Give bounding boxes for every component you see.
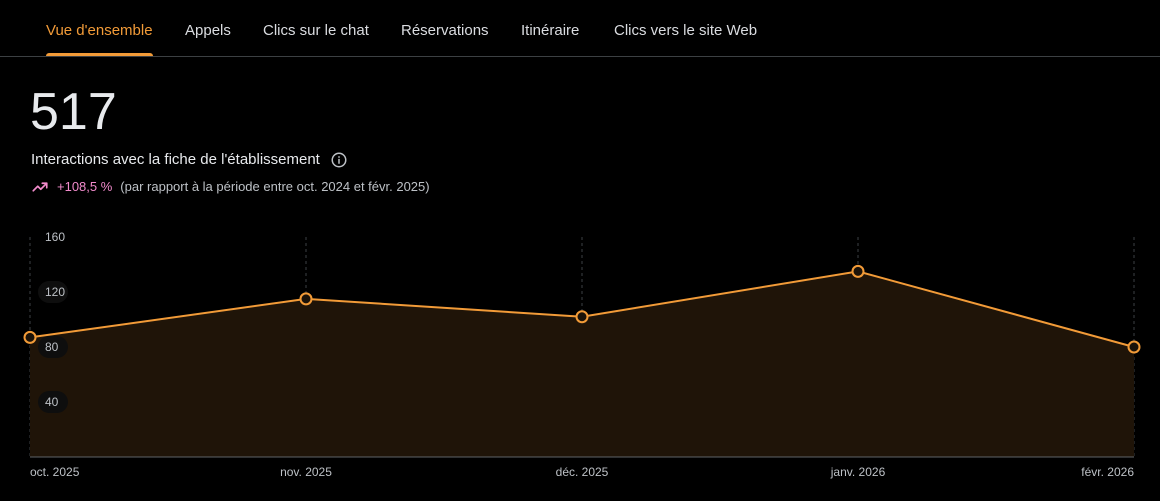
tab-chat-clicks[interactable]: Clics sur le chat xyxy=(263,0,369,56)
ytick-pill xyxy=(38,391,68,413)
tab-calls[interactable]: Appels xyxy=(185,0,231,56)
x-tick-label: nov. 2025 xyxy=(280,465,332,479)
x-tick-label: févr. 2026 xyxy=(1081,465,1134,479)
data-point xyxy=(575,310,589,324)
metric-label: Interactions avec la fiche de l'établiss… xyxy=(31,150,348,170)
change-percentage: +108,5 % xyxy=(57,179,113,194)
tab-label: Clics sur le chat xyxy=(263,22,369,39)
tab-bar: Vue d'ensemble Appels Clics sur le chat … xyxy=(0,0,1160,57)
metric-label-text: Interactions avec la fiche de l'établiss… xyxy=(31,151,320,168)
data-point xyxy=(851,264,865,278)
ytick-pill xyxy=(38,336,68,358)
tab-label: Réservations xyxy=(401,22,489,39)
comparison-period: (par rapport à la période entre oct. 202… xyxy=(120,179,430,194)
tab-label: Vue d'ensemble xyxy=(46,22,153,39)
tab-overview[interactable]: Vue d'ensemble xyxy=(46,0,153,56)
tab-bookings[interactable]: Réservations xyxy=(401,0,489,56)
data-point xyxy=(1127,340,1141,354)
y-tick-label: 40 xyxy=(45,395,59,409)
change-row: +108,5 % (par rapport à la période entre… xyxy=(31,178,430,196)
active-tab-indicator xyxy=(46,53,153,56)
interactions-area-chart: 40 80 120 160 oct. 2025 nov. 2025 déc. 2025 jan… xyxy=(23,230,1141,479)
tab-website-clicks[interactable]: Clics vers le site Web xyxy=(614,0,757,56)
tab-label: Clics vers le site Web xyxy=(614,22,758,39)
y-tick-label: 120 xyxy=(45,285,65,299)
trending-up-icon xyxy=(32,182,48,192)
area-fill xyxy=(30,271,1134,457)
ytick-pill xyxy=(38,281,68,303)
info-icon[interactable] xyxy=(330,151,348,169)
y-tick-label: 80 xyxy=(45,340,59,354)
total-interactions-value: 517 xyxy=(30,83,117,141)
x-tick-label: déc. 2025 xyxy=(556,465,609,479)
tab-label: Appels xyxy=(185,22,231,39)
data-point xyxy=(23,330,37,344)
data-point xyxy=(299,292,313,306)
x-tick-label: oct. 2025 xyxy=(30,465,80,479)
tab-label: Itinéraire xyxy=(521,22,580,39)
x-tick-label: janv. 2026 xyxy=(830,465,886,479)
tab-directions[interactable]: Itinéraire xyxy=(521,0,579,56)
y-tick-label: 160 xyxy=(45,230,65,244)
